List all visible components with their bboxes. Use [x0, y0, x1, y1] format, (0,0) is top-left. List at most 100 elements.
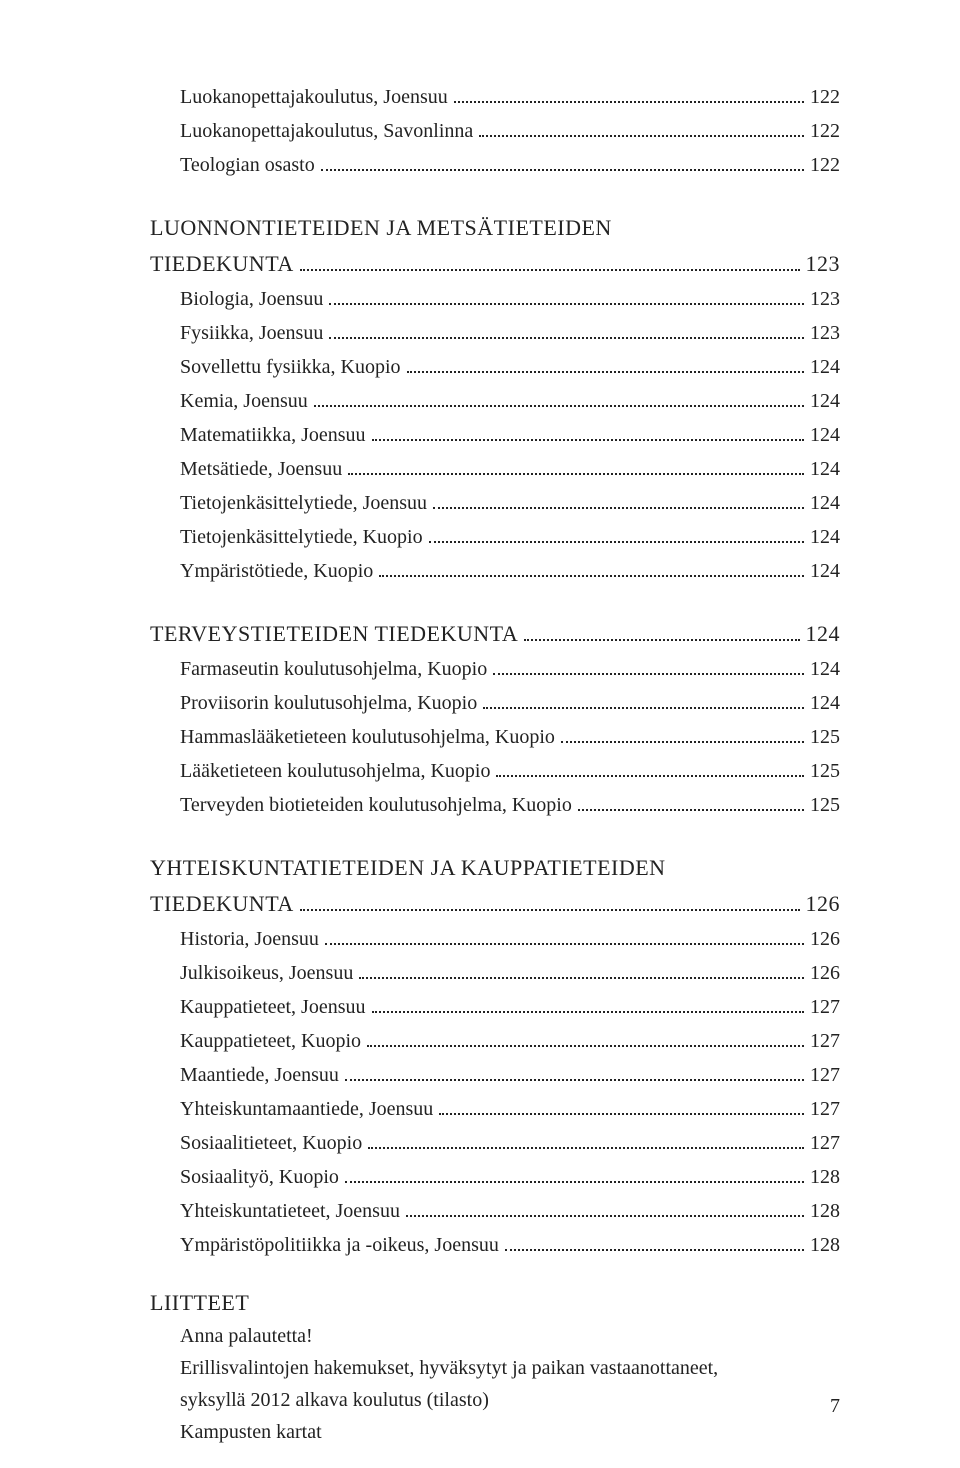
toc-label: Fysiikka, Joensuu: [180, 316, 323, 350]
toc-entry: Fysiikka, Joensuu 123: [150, 316, 840, 350]
toc-leader-dots: [439, 1097, 804, 1115]
toc-page-number: 124: [810, 486, 840, 520]
toc-entry: Luokanopettajakoulutus, Savonlinna122: [150, 114, 840, 148]
toc-leader-dots: [359, 961, 804, 979]
toc-leader-dots: [407, 355, 804, 373]
toc-label: Historia, Joensuu: [180, 922, 319, 956]
toc-entry: Tietojenkäsittelytiede, Kuopio124: [150, 520, 840, 554]
toc-leader-dots: [345, 1063, 804, 1081]
toc-leader-dots: [379, 559, 804, 577]
toc-label: Terveyden biotieteiden koulutusohjelma, …: [180, 788, 572, 822]
toc-heading: LUONNONTIETEIDEN JA METSÄTIETEIDEN: [150, 210, 840, 246]
appendix-list: Anna palautetta!Erillisvalintojen hakemu…: [150, 1320, 840, 1448]
toc-page-number: 122: [810, 114, 840, 148]
toc-heading: TIEDEKUNTA123: [150, 246, 840, 282]
toc-heading: YHTEISKUNTATIETEIDEN JA KAUPPATIETEIDEN: [150, 850, 840, 886]
toc-leader-dots: [479, 119, 804, 137]
toc-entry: Hammaslääketieteen koulutusohjelma, Kuop…: [150, 720, 840, 754]
toc-label: Biologia, Joensuu: [180, 282, 323, 316]
appendix-item: syksyllä 2012 alkava koulutus (tilasto): [150, 1384, 840, 1416]
toc-page-number: 127: [810, 1058, 840, 1092]
toc-leader-dots: [345, 1165, 804, 1183]
toc-label: Yhteiskuntatieteet, Joensuu: [180, 1194, 400, 1228]
toc-leader-dots: [433, 491, 804, 509]
toc-leader-dots: [561, 725, 804, 743]
toc-label: TERVEYSTIETEIDEN TIEDEKUNTA: [150, 616, 518, 652]
toc-entry: Matematiikka, Joensuu124: [150, 418, 840, 452]
table-of-contents: Luokanopettajakoulutus, Joensuu 122Luokan…: [150, 80, 840, 1262]
toc-page-number: 122: [810, 148, 840, 182]
toc-entry: Kauppatieteet, Kuopio127: [150, 1024, 840, 1058]
toc-heading: TIEDEKUNTA126: [150, 886, 840, 922]
page-container: Luokanopettajakoulutus, Joensuu 122Luokan…: [0, 0, 960, 1468]
toc-entry: Biologia, Joensuu 123: [150, 282, 840, 316]
toc-entry: Historia, Joensuu 126: [150, 922, 840, 956]
toc-page-number: 126: [806, 886, 841, 922]
toc-label: Proviisorin koulutusohjelma, Kuopio: [180, 686, 477, 720]
toc-label: Ympäristöpolitiikka ja -oikeus, Joensuu: [180, 1228, 499, 1262]
appendix-item: Anna palautetta!: [150, 1320, 840, 1352]
toc-page-number: 126: [810, 922, 840, 956]
toc-entry: Sovellettu fysiikka, Kuopio 124: [150, 350, 840, 384]
toc-label: Luokanopettajakoulutus, Joensuu: [180, 80, 448, 114]
toc-entry: Ympäristötiede, Kuopio124: [150, 554, 840, 588]
toc-entry: Maantiede, Joensuu 127: [150, 1058, 840, 1092]
toc-leader-dots: [496, 759, 804, 777]
toc-page-number: 127: [810, 990, 840, 1024]
toc-entry: Julkisoikeus, Joensuu126: [150, 956, 840, 990]
toc-gap: [150, 182, 840, 210]
toc-label: Lääketieteen koulutusohjelma, Kuopio: [180, 754, 490, 788]
toc-entry: Proviisorin koulutusohjelma, Kuopio124: [150, 686, 840, 720]
toc-page-number: 124: [810, 350, 840, 384]
toc-leader-dots: [372, 423, 804, 441]
toc-page-number: 124: [810, 418, 840, 452]
toc-entry: Sosiaalitieteet, Kuopio127: [150, 1126, 840, 1160]
toc-leader-dots: [300, 251, 800, 271]
toc-leader-dots: [454, 85, 804, 103]
toc-entry: Yhteiskuntatieteet, Joensuu 128: [150, 1194, 840, 1228]
toc-entry: Sosiaalityö, Kuopio 128: [150, 1160, 840, 1194]
toc-leader-dots: [321, 153, 804, 171]
toc-leader-dots: [493, 657, 804, 675]
toc-page-number: 124: [810, 452, 840, 486]
toc-entry: Lääketieteen koulutusohjelma, Kuopio 125: [150, 754, 840, 788]
toc-leader-dots: [505, 1233, 804, 1251]
toc-leader-dots: [314, 389, 804, 407]
toc-label: Kauppatieteet, Joensuu: [180, 990, 366, 1024]
toc-label: Metsätiede, Joensuu: [180, 452, 342, 486]
toc-gap: [150, 822, 840, 850]
toc-entry: Kauppatieteet, Joensuu 127: [150, 990, 840, 1024]
toc-page-number: 125: [810, 754, 840, 788]
toc-page-number: 127: [810, 1024, 840, 1058]
toc-page-number: 125: [810, 720, 840, 754]
toc-leader-dots: [368, 1131, 804, 1149]
toc-leader-dots: [406, 1199, 804, 1217]
toc-page-number: 124: [810, 652, 840, 686]
toc-label: YHTEISKUNTATIETEIDEN JA KAUPPATIETEIDEN: [150, 850, 666, 886]
toc-label: Sovellettu fysiikka, Kuopio: [180, 350, 401, 384]
toc-leader-dots: [429, 525, 804, 543]
toc-entry: Tietojenkäsittelytiede, Joensuu124: [150, 486, 840, 520]
toc-leader-dots: [348, 457, 804, 475]
toc-label: Tietojenkäsittelytiede, Kuopio: [180, 520, 423, 554]
toc-page-number: 124: [806, 616, 841, 652]
toc-page-number: 128: [810, 1228, 840, 1262]
toc-label: Maantiede, Joensuu: [180, 1058, 339, 1092]
toc-gap: [150, 588, 840, 616]
toc-page-number: 123: [810, 316, 840, 350]
toc-label: Teologian osasto: [180, 148, 315, 182]
toc-label: Ympäristötiede, Kuopio: [180, 554, 373, 588]
toc-leader-dots: [483, 691, 804, 709]
appendix-item: Erillisvalintojen hakemukset, hyväksytyt…: [150, 1352, 840, 1384]
toc-page-number: 128: [810, 1194, 840, 1228]
toc-label: Sosiaalityö, Kuopio: [180, 1160, 339, 1194]
toc-page-number: 128: [810, 1160, 840, 1194]
toc-page-number: 124: [810, 384, 840, 418]
toc-leader-dots: [367, 1029, 804, 1047]
toc-entry: Metsätiede, Joensuu 124: [150, 452, 840, 486]
toc-label: Yhteiskuntamaantiede, Joensuu: [180, 1092, 433, 1126]
toc-leader-dots: [325, 927, 804, 945]
toc-page-number: 123: [810, 282, 840, 316]
toc-page-number: 127: [810, 1092, 840, 1126]
toc-heading: TERVEYSTIETEIDEN TIEDEKUNTA 124: [150, 616, 840, 652]
